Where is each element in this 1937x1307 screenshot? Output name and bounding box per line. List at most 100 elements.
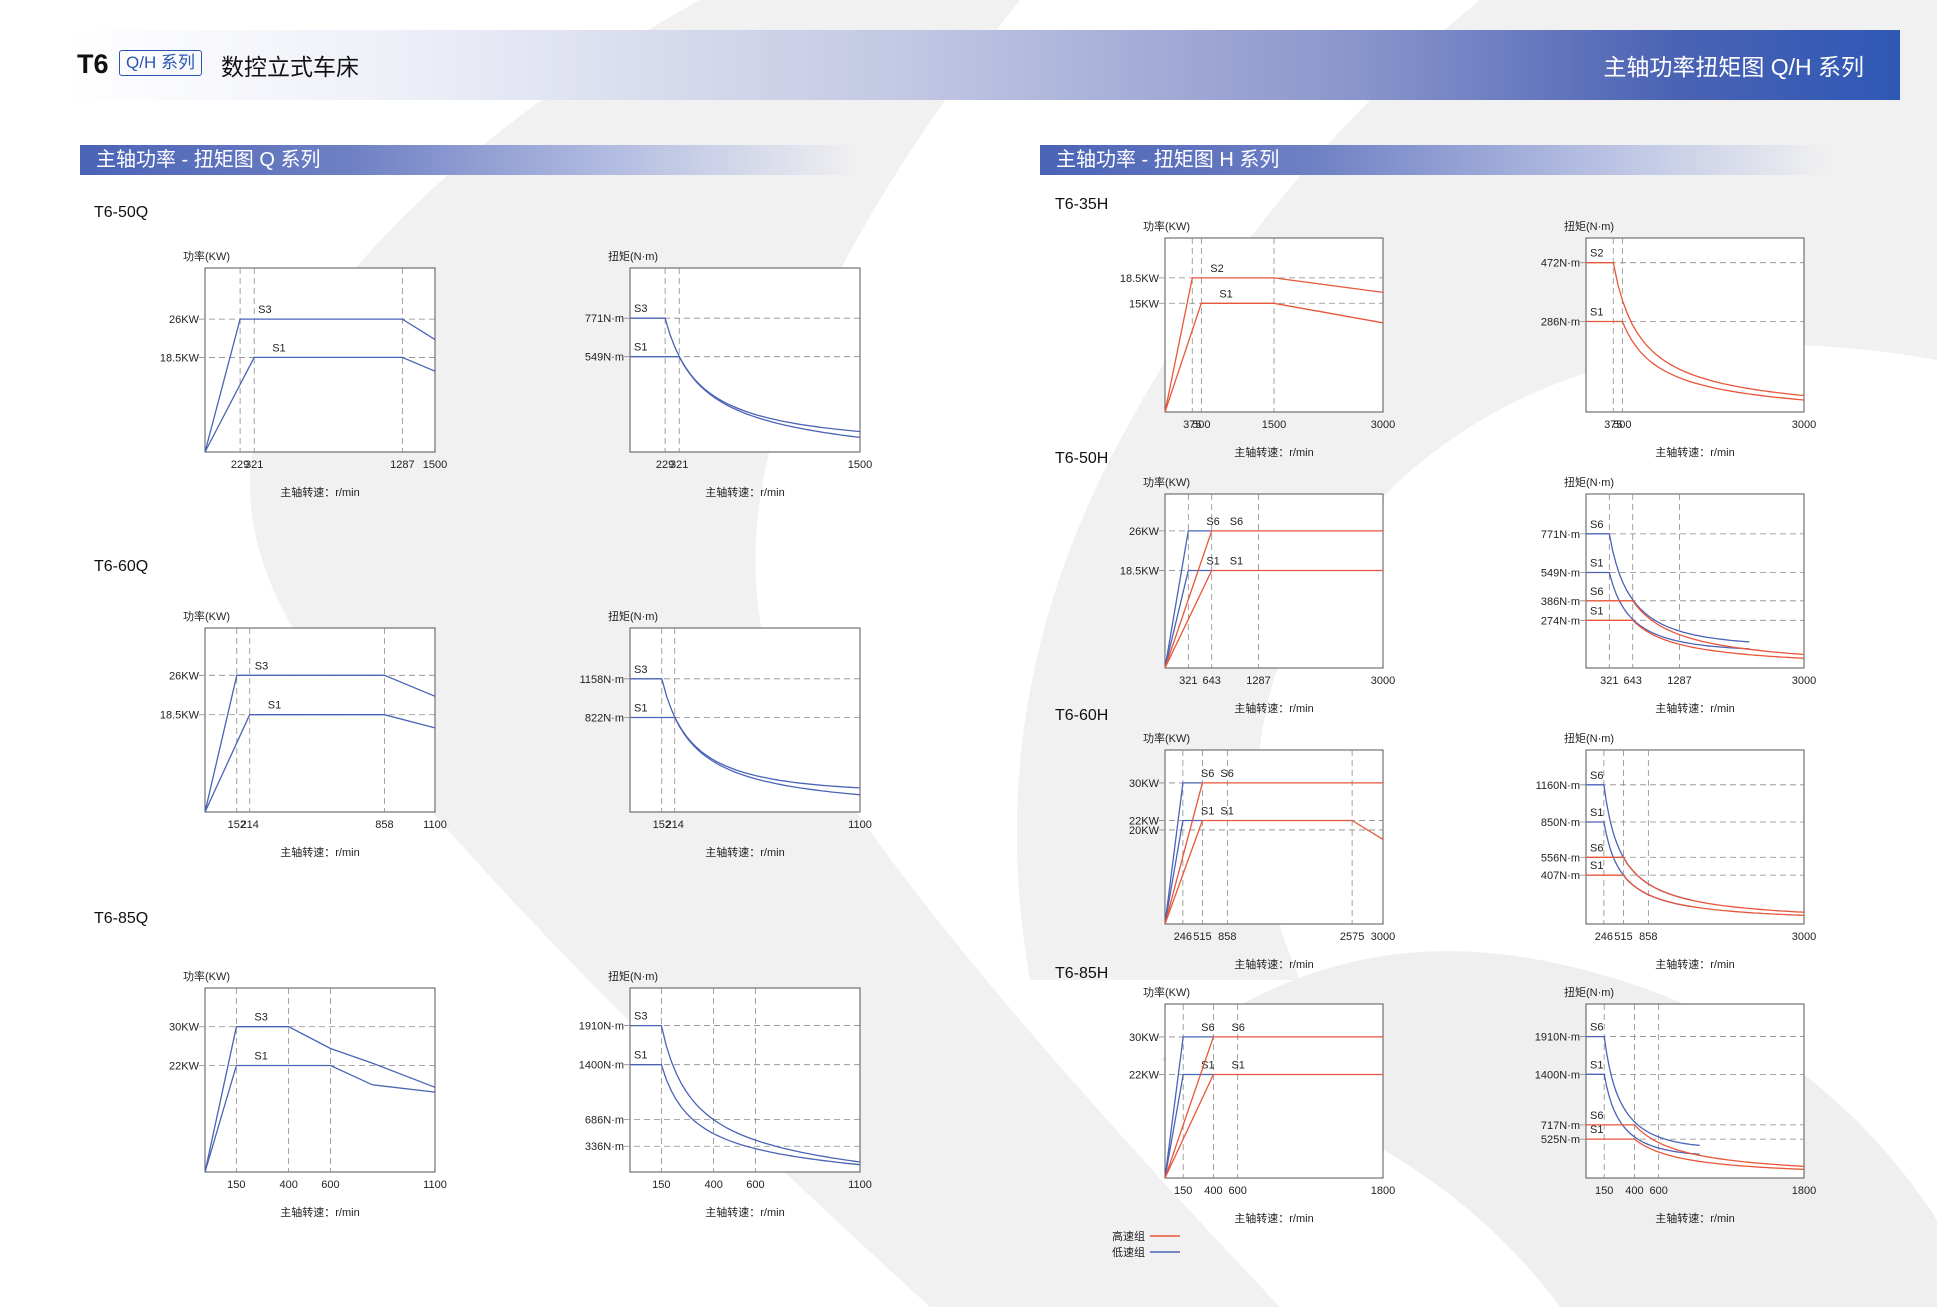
chart-h60t-series-s1-high-line — [1586, 874, 1805, 917]
chart-h60t-x-tick-label-1: 515 — [1614, 931, 1632, 943]
chart-h35p-plot-frame — [1164, 237, 1384, 413]
chart-q85t-series-s3-low-line — [630, 1024, 861, 1163]
chart-h50p-series-s6-low-line — [1164, 530, 1212, 669]
chart-q60t-series-s3-low-label: S3 — [634, 664, 647, 676]
chart-h35t-series-s1-high-line — [1586, 320, 1805, 401]
chart-h85p-series-s1-high-label: S1 — [1231, 1060, 1244, 1072]
section-title-h: 主轴功率 - 扭矩图 H 系列 — [1040, 145, 1830, 175]
chart-q60t-y-tick-label-0: 1158N·m — [580, 674, 624, 686]
chart-q85p-series-s1-low-label: S1 — [254, 1050, 267, 1062]
chart-h35t-ylabel: 扭矩(N·m) — [1564, 219, 1614, 233]
chart-q50t-xlabel: 主轴转速：r/min — [705, 485, 784, 499]
chart-q85t-x-tick-label-3: 1100 — [848, 1179, 872, 1191]
chart-h35t-xlabel: 主轴转速：r/min — [1655, 445, 1734, 459]
chart-q50p-series-s1-low-label: S1 — [272, 342, 285, 354]
chart-q60p-plot-frame — [204, 627, 436, 813]
chart-h50t-series-s6-low-line — [1586, 533, 1750, 643]
chart-q50p-x-tick-label-2: 1287 — [390, 459, 414, 471]
legend-label-0: 高速组 — [1112, 1229, 1145, 1243]
chart-q85t-series-s1-low-label: S1 — [634, 1050, 647, 1062]
chart-h60t-series-s1-low-label: S1 — [1590, 807, 1603, 819]
chart-h60p-y-tick-label-1: 22KW — [1129, 816, 1160, 828]
chart-h50p-plot-frame — [1164, 493, 1384, 669]
top-header-bar: T6 Q/H 系列 数控立式车床 主轴功率扭矩图 Q/H 系列 — [63, 30, 1900, 100]
chart-q85p-series-s3-low-label: S3 — [254, 1012, 267, 1024]
chart-q50p-y-tick-label-0: 26KW — [169, 314, 200, 326]
chart-h50p-series-s6-high-line — [1164, 530, 1383, 669]
chart-h60t-series-s6-high-line — [1586, 856, 1805, 913]
chart-q85t-x-tick-label-0: 150 — [652, 1179, 670, 1191]
chart-h50t-series-s1-low-label: S1 — [1590, 557, 1603, 569]
model-label-t6-85h: T6-85H — [1055, 965, 1109, 982]
chart-h35t-x-tick-label-0: 375 — [1604, 419, 1622, 431]
chart-h85t-xlabel: 主轴转速：r/min — [1655, 1211, 1734, 1225]
chart-q85p-x-tick-label-0: 150 — [227, 1179, 245, 1191]
chart-h60p-series-s1-low-label: S1 — [1201, 806, 1214, 818]
chart-h50t-y-tick-label-1: 549N·m — [1541, 567, 1580, 579]
chart-q50p-series-s1-low-line — [204, 356, 436, 453]
chart-h60p-y-tick-label-0: 30KW — [1129, 778, 1160, 790]
chart-q50p-series-s3-low-line — [204, 318, 436, 453]
chart-h85t-plot-frame — [1585, 1003, 1805, 1179]
chart-q60t-x-tick-label-0: 152 — [653, 819, 671, 831]
chart-q60t-x-tick-label-2: 1100 — [848, 819, 872, 831]
chart-q85p-ylabel: 功率(KW) — [183, 969, 230, 983]
chart-q50p-x-tick-label-3: 1500 — [423, 459, 447, 471]
chart-q85p-plot-frame — [204, 987, 436, 1173]
chart-h85p-x-tick-label-2: 600 — [1228, 1185, 1246, 1197]
chart-q85p-series-s3-low-line — [204, 1026, 436, 1173]
chart-h60p-plot-frame — [1164, 749, 1384, 925]
chart-q50p-series-s3-low-label: S3 — [258, 304, 271, 316]
chart-h35t-y-tick-label-0: 472N·m — [1541, 258, 1580, 270]
chart-h85t-x-tick-label-2: 600 — [1649, 1185, 1667, 1197]
chart-h60t-y-tick-label-1: 850N·m — [1541, 817, 1580, 829]
chart-h60t-ylabel: 扭矩(N·m) — [1564, 731, 1614, 745]
chart-q85t-x-tick-label-2: 600 — [746, 1179, 764, 1191]
chart-h35p-series-s1-high-line — [1164, 302, 1384, 413]
chart-h60p-ylabel: 功率(KW) — [1143, 731, 1190, 745]
chart-q85t-y-tick-label-3: 336N·m — [585, 1141, 624, 1153]
chart-q85p-x-tick-label-2: 600 — [321, 1179, 339, 1191]
chart-q50p-xlabel: 主轴转速：r/min — [280, 485, 359, 499]
chart-h35t-plot-frame — [1585, 237, 1805, 413]
chart-h50t-series-s6-high-label: S6 — [1590, 586, 1603, 598]
chart-h35p-series-s2-high-label: S2 — [1210, 263, 1223, 275]
chart-h50t-series-s1-high-label: S1 — [1590, 605, 1603, 617]
chart-h60t-series-s6-low-label: S6 — [1590, 770, 1603, 782]
chart-q85t-ylabel: 扭矩(N·m) — [608, 969, 658, 983]
header-subtitle: 数控立式车床 — [221, 54, 359, 80]
chart-h50t-y-tick-label-0: 771N·m — [1541, 529, 1580, 541]
chart-h85p-y-tick-label-1: 22KW — [1129, 1070, 1160, 1082]
chart-q50p-x-tick-label-0: 229 — [231, 459, 249, 471]
model-label-t6-50h: T6-50H — [1055, 450, 1109, 467]
chart-h85p-series-s6-low-line — [1164, 1036, 1214, 1179]
chart-h50p-series-s6-low-label: S6 — [1206, 516, 1219, 528]
chart-q85p-y-tick-label-0: 30KW — [169, 1022, 200, 1034]
chart-h60t-y-tick-label-2: 556N·m — [1541, 852, 1580, 864]
chart-h50p-series-s1-low-line — [1164, 569, 1212, 669]
chart-h60p-x-tick-label-2: 858 — [1218, 931, 1236, 943]
chart-h50p-y-tick-label-0: 26KW — [1129, 526, 1160, 538]
model-label-t6-60q: T6-60Q — [94, 558, 149, 575]
chart-h50p-x-tick-label-0: 321 — [1179, 675, 1197, 687]
chart-h50t-series-s1-high-line — [1586, 619, 1805, 659]
chart-q50t-series-s1-low-line — [630, 356, 861, 439]
chart-h50p-series-s1-high-line — [1164, 569, 1383, 669]
chart-h85t-y-tick-label-1: 1400N·m — [1535, 1069, 1580, 1081]
chart-h85t-x-tick-label-1: 400 — [1625, 1185, 1643, 1197]
chart-h60p-x-tick-label-3: 2575 — [1340, 931, 1364, 943]
chart-h50t-x-tick-label-2: 1287 — [1667, 675, 1691, 687]
chart-h50p-series-s1-high-label: S1 — [1230, 555, 1243, 567]
chart-h35t-y-tick-label-1: 286N·m — [1541, 317, 1580, 329]
chart-h60p-series-s1-high-line — [1164, 819, 1384, 925]
chart-h35t-x-tick-label-1: 500 — [1613, 419, 1631, 431]
chart-h85p-x-tick-label-0: 150 — [1174, 1185, 1192, 1197]
header-right-title: 主轴功率扭矩图 Q/H 系列 — [1603, 54, 1864, 80]
chart-h60t-plot-frame — [1585, 749, 1805, 925]
chart-q60t-series-s1-low-label: S1 — [634, 702, 647, 714]
section-title-q: 主轴功率 - 扭矩图 Q 系列 — [80, 145, 860, 175]
chart-h60t-series-s6-high-label: S6 — [1590, 842, 1603, 854]
chart-q60t-plot-frame — [629, 627, 861, 813]
chart-h85p-x-tick-label-3: 1800 — [1371, 1185, 1395, 1197]
chart-h35p-ylabel: 功率(KW) — [1143, 219, 1190, 233]
